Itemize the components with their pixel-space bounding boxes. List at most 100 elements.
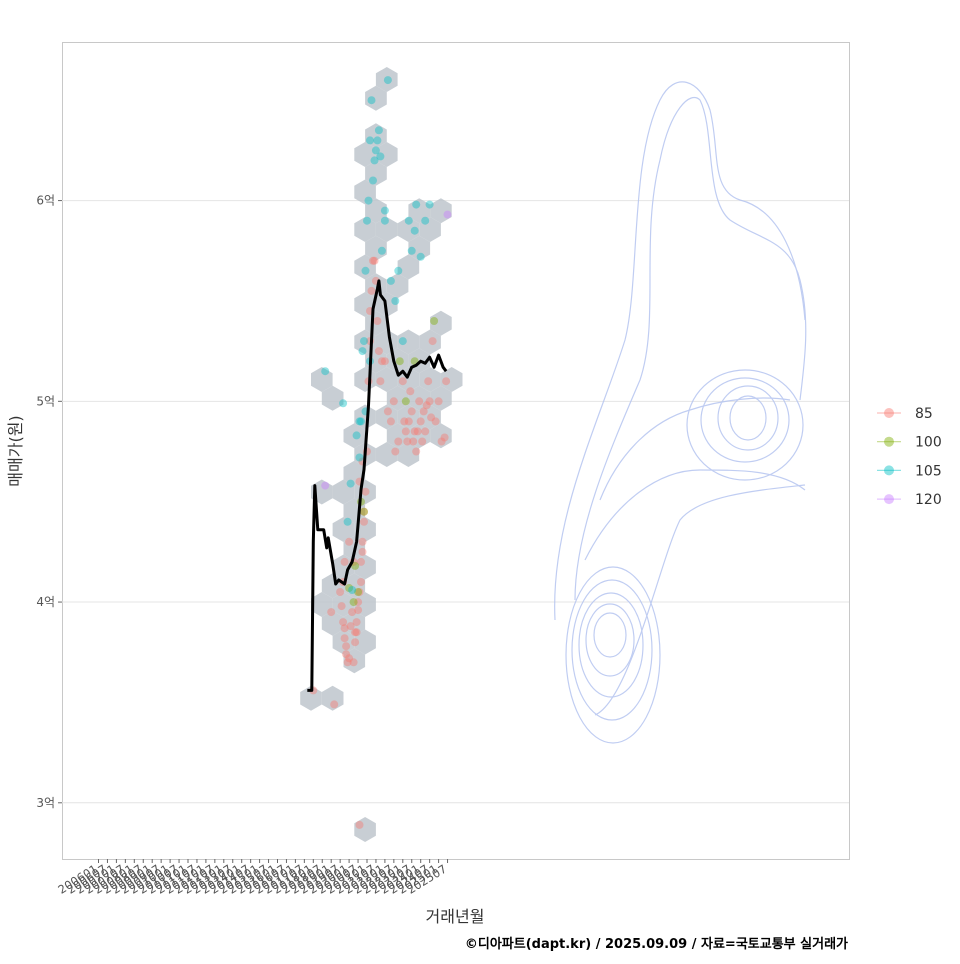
scatter-point-105 xyxy=(364,196,373,205)
scatter-point-105 xyxy=(380,206,389,215)
scatter-point-105 xyxy=(363,216,371,225)
scatter-point-105 xyxy=(412,200,421,209)
scatter-point-105 xyxy=(321,367,330,376)
y-tick-label: 5억 xyxy=(36,394,55,408)
plot-panel xyxy=(62,42,850,860)
scatter-point-85 xyxy=(409,437,418,446)
hexbin-cell xyxy=(332,592,355,617)
hexbin-cell xyxy=(440,367,463,392)
scatter-point-85 xyxy=(406,387,415,396)
legend-label: 100 xyxy=(915,435,942,451)
hexbin-cell xyxy=(332,479,355,505)
hexbin-cell xyxy=(332,517,355,542)
hexbin-cell xyxy=(375,67,398,92)
scatter-point-85 xyxy=(348,608,357,617)
scatter-point-85 xyxy=(340,624,349,633)
scatter-point-85 xyxy=(424,377,433,386)
hexbin-cell xyxy=(386,423,409,449)
scatter-point-85 xyxy=(360,507,368,516)
legend-label: 85 xyxy=(915,406,933,422)
scatter-point-85 xyxy=(376,377,385,386)
scatter-point-105 xyxy=(360,337,368,346)
hexbin-cell xyxy=(354,629,376,655)
scatter-point-85 xyxy=(389,397,398,406)
hexbin-cell xyxy=(332,629,355,655)
scatter-point-85 xyxy=(340,557,349,566)
scatter-point-105 xyxy=(394,266,403,275)
scatter-point-105 xyxy=(371,146,380,155)
scatter-point-85 xyxy=(351,628,360,637)
scatter-point-85 xyxy=(349,658,358,667)
scatter-point-85 xyxy=(415,397,424,406)
scatter-point-85 xyxy=(351,638,360,647)
legend-item-105: 105 xyxy=(877,463,942,479)
scatter-point-85 xyxy=(369,256,377,265)
hexbin-cell xyxy=(354,254,376,280)
grid-layer xyxy=(62,200,849,804)
scatter-point-105 xyxy=(357,417,365,426)
y-tick-label: 6억 xyxy=(36,194,55,208)
legend-item-100: 100 xyxy=(877,435,942,451)
scatter-point-85 xyxy=(343,658,352,667)
hexbin-cell xyxy=(430,310,452,336)
scatter-point-100 xyxy=(430,317,439,325)
scatter-point-105 xyxy=(358,347,367,356)
legend-key-dot xyxy=(884,494,894,505)
hexbin-cell xyxy=(419,367,441,392)
hexbin-cell xyxy=(365,85,387,111)
hexbin-cell xyxy=(419,329,441,355)
hexbin-cell xyxy=(375,442,398,467)
scatter-point-105 xyxy=(361,266,370,275)
scatter-point-85 xyxy=(340,634,349,643)
hexbin-cell xyxy=(375,404,398,430)
hexbin-cell xyxy=(375,217,398,242)
scatter-point-105 xyxy=(416,252,425,261)
scatter-point-105 xyxy=(369,176,377,185)
scatter-point-85 xyxy=(394,437,403,446)
scatter-point-85 xyxy=(386,417,395,426)
scatter-point-85 xyxy=(355,820,364,829)
legend-item-120: 120 xyxy=(877,492,942,508)
hexbin-cell xyxy=(321,385,344,411)
hexbin-cell xyxy=(343,610,366,636)
legend-key-dot xyxy=(884,436,894,447)
hexbin-cell xyxy=(375,142,398,167)
y-axis-title: 매매가(원) xyxy=(6,415,25,486)
scatter-point-85 xyxy=(421,427,430,436)
hexbin-cell xyxy=(354,817,376,842)
scatter-point-85 xyxy=(416,417,425,426)
scatter-point-85 xyxy=(345,654,354,663)
legend-label: 105 xyxy=(915,463,942,479)
scatter-point-85 xyxy=(398,377,407,386)
scatter-point-85 xyxy=(401,427,410,436)
scatter-point-85 xyxy=(400,417,409,426)
scatter-point-100 xyxy=(349,598,358,607)
scatter-point-100 xyxy=(345,584,354,592)
hexbin-cell xyxy=(408,198,431,224)
hexbin-cell xyxy=(354,554,376,580)
scatter-point-85 xyxy=(413,427,422,436)
hexbin-cell xyxy=(397,442,420,467)
scatter-point-85 xyxy=(337,602,346,611)
scatter-point-85 xyxy=(427,413,436,422)
scatter-point-85 xyxy=(352,628,361,637)
hexbin-cell xyxy=(343,648,366,674)
hexbin-cell xyxy=(397,217,420,242)
scatter-point-85 xyxy=(330,700,339,709)
scatter-point-85 xyxy=(354,598,363,607)
scatter-point-85 xyxy=(354,606,363,615)
scatter-point-100 xyxy=(354,588,363,596)
scatter-point-105 xyxy=(383,76,392,85)
hexbin-cell xyxy=(365,310,387,336)
scatter-point-85 xyxy=(431,417,440,426)
hexbin-cell xyxy=(408,235,431,261)
hexbin-cell xyxy=(365,235,387,261)
hexbin-cell xyxy=(300,685,322,711)
scatter-point-105 xyxy=(391,297,400,305)
hexbin-cell xyxy=(419,404,441,430)
chart-caption: ©디아파트(dapt.kr) / 2025.09.09 / 자료=국토교통부 실… xyxy=(465,936,848,952)
scatter-point-85 xyxy=(342,642,351,651)
scatter-point-85 xyxy=(434,397,443,406)
scatter-point-85 xyxy=(373,317,382,325)
